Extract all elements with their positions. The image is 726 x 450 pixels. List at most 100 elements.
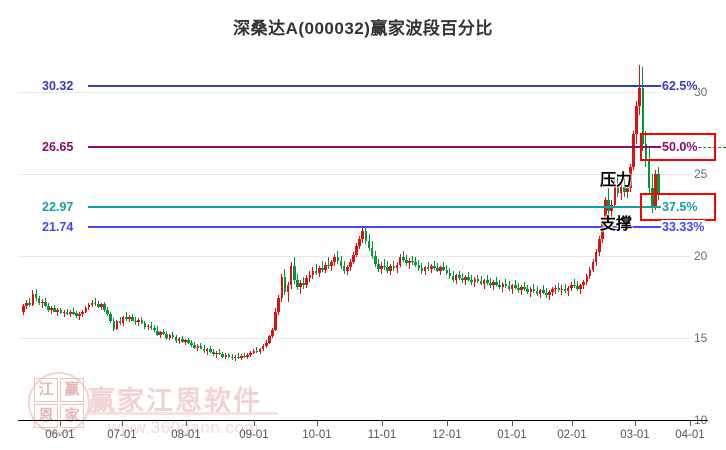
candle-body xyxy=(302,282,305,286)
candle-body xyxy=(277,298,281,312)
candle-body xyxy=(47,305,50,310)
candle-body xyxy=(632,134,635,168)
candle-body xyxy=(72,312,75,314)
candle-body xyxy=(395,264,399,269)
candle-body xyxy=(143,323,147,328)
candle-body xyxy=(383,265,386,268)
candle-body xyxy=(146,325,150,328)
candle-wick xyxy=(119,317,121,325)
candle-body xyxy=(650,188,654,207)
y-axis-tick-label: 15 xyxy=(694,330,708,345)
candle-body xyxy=(243,355,246,358)
candle-body xyxy=(53,307,56,312)
candle-body xyxy=(187,340,190,343)
candle-body xyxy=(576,286,579,289)
candle-body xyxy=(62,311,66,314)
candle-body xyxy=(134,320,137,323)
candle-body xyxy=(641,88,645,145)
candle-body xyxy=(227,355,231,357)
candle-body xyxy=(604,199,607,222)
candle-body xyxy=(398,257,402,265)
candle-body xyxy=(532,288,536,292)
candle-body xyxy=(451,276,455,280)
candle-body xyxy=(557,287,561,291)
candle-wick xyxy=(387,260,389,274)
candle-wick xyxy=(427,261,429,271)
level-line-level-33-33 xyxy=(88,226,668,229)
candle-body xyxy=(56,309,60,312)
candle-body xyxy=(370,247,374,256)
candle-body xyxy=(563,288,567,292)
candle-body xyxy=(610,204,614,212)
candle-body xyxy=(44,301,47,306)
level-right-label-level-37-5: 37.5% xyxy=(661,200,699,214)
candle-body xyxy=(34,293,38,299)
annotation-pressure: 压力 xyxy=(600,172,633,189)
candle-body xyxy=(364,231,368,241)
candle-body xyxy=(230,356,234,359)
page-title: 深桑达A(000032)赢家波段百分比 xyxy=(233,19,493,38)
candle-wick xyxy=(492,280,494,291)
candle-body xyxy=(622,186,626,192)
watermark-brand: 赢家江恩软件 xyxy=(88,386,262,416)
candle-body xyxy=(352,254,355,262)
watermark-logo-char-4: 家 xyxy=(60,404,84,428)
candle-body xyxy=(311,270,315,276)
candle-body xyxy=(498,284,502,287)
candle-body xyxy=(594,252,598,263)
candle-body xyxy=(100,304,103,307)
y-gridline xyxy=(18,92,690,93)
candle-wick xyxy=(79,312,81,320)
candle-body xyxy=(81,311,84,315)
candle-body xyxy=(321,268,324,270)
candle-body xyxy=(548,291,551,296)
candle-wick xyxy=(147,323,149,331)
candle-body xyxy=(265,342,268,347)
candle-body xyxy=(271,329,274,337)
candle-body xyxy=(635,106,638,135)
candle-body xyxy=(305,277,309,286)
candle-body xyxy=(570,284,573,288)
candle-body xyxy=(551,289,554,292)
candle-wick xyxy=(542,285,544,295)
candle-body xyxy=(386,267,389,271)
candle-body xyxy=(513,285,517,288)
candle-body xyxy=(345,267,349,272)
candle-body xyxy=(314,270,318,273)
candle-wick xyxy=(337,250,339,264)
candle-body xyxy=(90,302,94,306)
candle-body xyxy=(68,312,72,315)
candle-body xyxy=(190,342,193,346)
candle-body xyxy=(504,283,508,287)
candle-body xyxy=(299,282,302,287)
candle-body xyxy=(258,349,262,352)
candle-body xyxy=(389,266,393,271)
candle-body xyxy=(342,266,346,272)
candle-wick xyxy=(533,283,535,293)
candle-wick xyxy=(458,270,460,280)
level-right-label-level-62-5: 62.5% xyxy=(661,79,699,94)
candle-wick xyxy=(256,346,258,354)
candle-wick xyxy=(489,277,491,288)
candle-body xyxy=(373,255,377,264)
candle-body xyxy=(417,264,421,269)
candle-body xyxy=(445,269,449,274)
y-axis-tick-label: 20 xyxy=(694,248,708,263)
candle-body xyxy=(461,277,464,281)
candle-wick xyxy=(477,274,479,283)
x-axis-tick-label: 06-01 xyxy=(45,429,75,441)
candle-wick xyxy=(393,260,395,271)
candle-wick xyxy=(206,347,208,356)
candle-wick xyxy=(508,281,510,292)
y-gridline xyxy=(18,338,690,339)
candle-body xyxy=(420,268,424,272)
level-left-label-level-33-33: 21.74 xyxy=(42,220,74,235)
candle-body xyxy=(96,304,100,307)
candle-body xyxy=(616,183,620,194)
x-axis-tick-mark xyxy=(317,420,318,426)
candle-body xyxy=(249,352,253,356)
level-right-label-level-33-33: 33.33% xyxy=(661,220,706,235)
candle-body xyxy=(607,199,610,212)
x-axis-line xyxy=(18,420,708,421)
